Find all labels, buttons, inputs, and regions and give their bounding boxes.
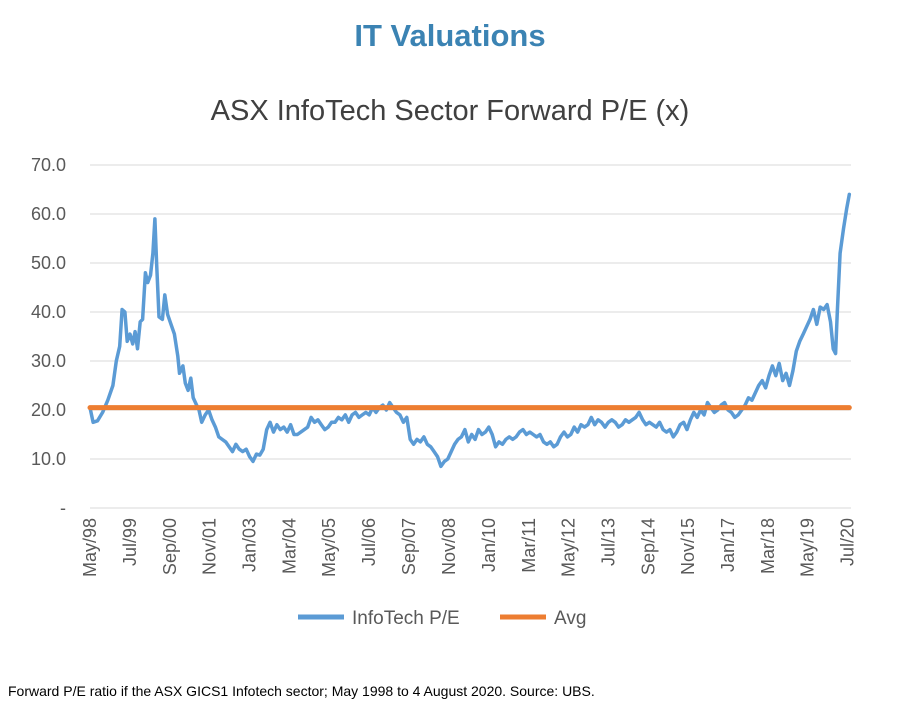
- x-tick-label: Sep/00: [160, 518, 180, 575]
- x-tick-label: Jan/10: [479, 518, 499, 572]
- legend-label-avg: Avg: [554, 608, 586, 629]
- x-tick-label: Nov/01: [200, 518, 220, 575]
- x-tick-label: Jul/20: [838, 518, 858, 566]
- x-tick-label: Mar/04: [280, 518, 300, 574]
- x-tick-label: Jul/99: [120, 518, 140, 566]
- x-tick-label: Jul/13: [598, 518, 618, 566]
- x-tick-label: Nov/08: [439, 518, 459, 575]
- x-tick-label: Sep/14: [638, 518, 658, 575]
- chart-title: ASX InfoTech Sector Forward P/E (x): [210, 95, 690, 127]
- y-tick-label: -: [60, 498, 66, 518]
- y-tick-label: 70.0: [31, 155, 66, 175]
- x-tick-label: Mar/18: [758, 518, 778, 574]
- series-line-infotech-p-e: [88, 192, 852, 469]
- y-tick-label: 30.0: [31, 351, 66, 371]
- x-axis: May/98 Jul/99 Sep/00 Nov/01 Jan/03 Mar/04 May/…: [80, 518, 858, 577]
- x-tick-label: Sep/07: [399, 518, 419, 575]
- grid-layer: [90, 164, 851, 509]
- y-tick-label: 10.0: [31, 449, 66, 469]
- x-tick-label: Jul/06: [359, 518, 379, 566]
- x-tick-label: Jan/17: [718, 518, 738, 572]
- y-tick-label: 60.0: [31, 204, 66, 224]
- x-tick-label: May/05: [319, 518, 339, 577]
- series-layer: [87, 192, 852, 469]
- y-tick-label: 20.0: [31, 400, 66, 420]
- x-tick-label: Mar/11: [519, 518, 539, 573]
- caption: Forward P/E ratio if the ASX GICS1 Infot…: [8, 683, 595, 699]
- legend: InfoTech P/E Avg: [298, 608, 586, 629]
- page-title: IT Valuations: [354, 18, 546, 53]
- chart: - 10.0 20.0 30.0 40.0 50.0 60.0 70.0 May/98 Jul/…: [31, 155, 858, 629]
- x-tick-label: May/19: [798, 518, 818, 577]
- y-axis: - 10.0 20.0 30.0 40.0 50.0 60.0 70.0: [31, 155, 66, 518]
- x-tick-label: Jan/03: [240, 518, 260, 572]
- y-tick-label: 40.0: [31, 302, 66, 322]
- y-tick-label: 50.0: [31, 253, 66, 273]
- x-tick-label: Nov/15: [678, 518, 698, 575]
- x-tick-label: May/98: [80, 518, 100, 577]
- legend-label-infotech: InfoTech P/E: [352, 608, 460, 629]
- x-tick-label: May/12: [558, 518, 578, 577]
